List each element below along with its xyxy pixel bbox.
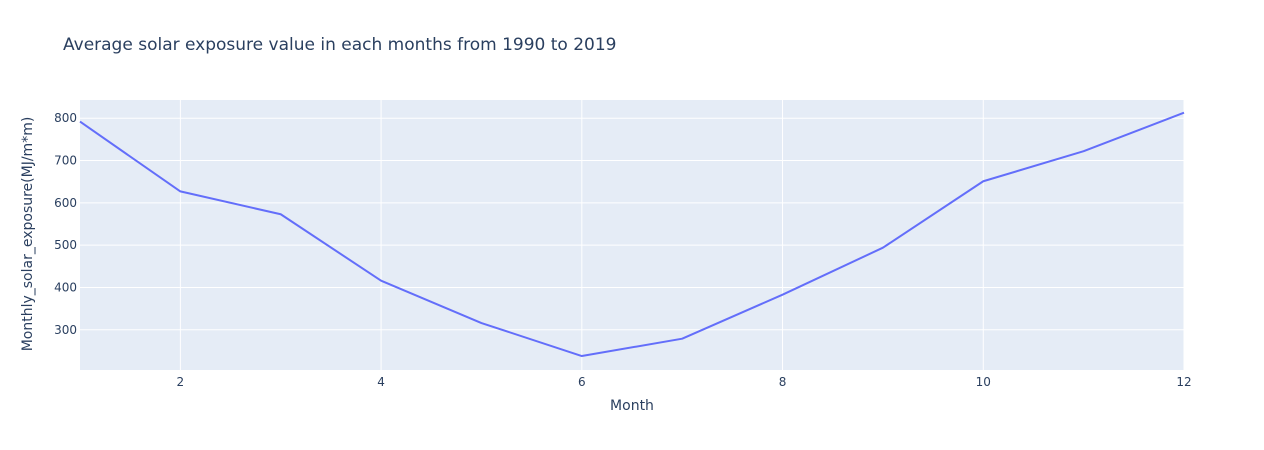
x-axis-ticks: 2 4 6 8 10 12 (177, 375, 1192, 389)
x-tick-label: 2 (177, 375, 185, 389)
series-layer (79, 111, 1185, 358)
y-tick-label: 300 (54, 323, 77, 337)
y-tick-label: 700 (54, 154, 77, 168)
x-tick-label: 6 (578, 375, 586, 389)
y-axis-title: Monthly_solar_exposure(MJ/m*m) (20, 117, 36, 352)
x-tick-label: 12 (1176, 375, 1191, 389)
chart-title: Average solar exposure value in each mon… (63, 35, 616, 55)
plot-background (80, 100, 1184, 370)
y-tick-label: 400 (54, 280, 77, 294)
y-axis-ticks: 300 400 500 600 700 800 (54, 111, 77, 337)
x-tick-label: 10 (976, 375, 991, 389)
grid-lines (80, 100, 1185, 370)
x-axis-title: Month (610, 398, 654, 414)
x-tick-label: 8 (779, 375, 787, 389)
y-tick-label: 600 (54, 196, 77, 210)
series-line (79, 111, 1185, 358)
x-tick-label: 4 (377, 375, 385, 389)
y-tick-label: 800 (54, 111, 77, 125)
y-tick-label: 500 (54, 238, 77, 252)
